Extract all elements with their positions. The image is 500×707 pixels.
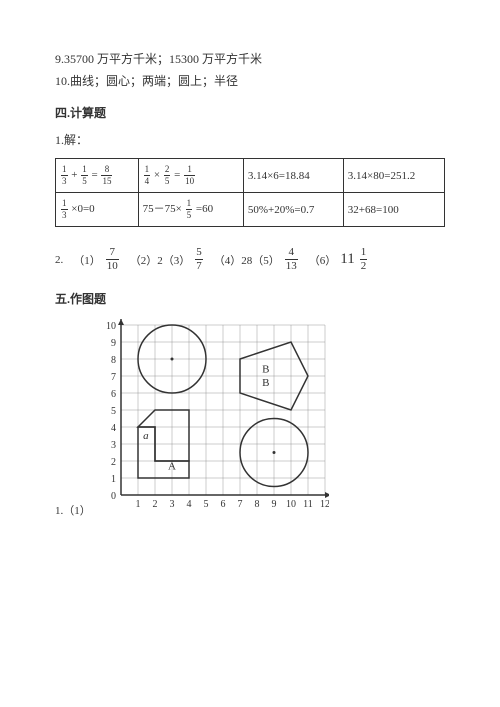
table-row: 13 + 15 = 815 14 × 25 = 110 3.14×6=18.84… [56,159,445,193]
cell-r1c2: 14 × 25 = 110 [138,159,243,193]
table-row: 13 ×0=0 75－75× 15 =60 50%+20%=0.7 32+68=… [56,193,445,227]
q2-part-3: （4）28（5） 413 [214,247,299,272]
q2-part-4: （6） 1112 [309,247,368,272]
svg-text:B: B [262,364,269,376]
svg-text:3: 3 [111,440,116,451]
svg-text:a: a [143,430,149,442]
svg-text:8: 8 [111,355,116,366]
svg-text:7: 7 [111,372,116,383]
svg-text:12: 12 [320,499,329,510]
q1-figure-label: 1.（1） [55,502,91,522]
svg-text:5: 5 [111,406,116,417]
cell-r2c4: 32+68=100 [343,193,444,227]
q2-answers: 2. （1） 710 （2）2（3） 57 （4）28（5） 413 （6） 1… [55,247,445,272]
cell-r2c1: 13 ×0=0 [56,193,139,227]
svg-text:4: 4 [186,499,191,510]
svg-text:7: 7 [237,499,242,510]
svg-text:0: 0 [111,491,116,502]
svg-text:4: 4 [111,423,116,434]
cell-r1c1: 13 + 15 = 815 [56,159,139,193]
svg-text:6: 6 [220,499,225,510]
svg-text:10: 10 [286,499,296,510]
svg-text:B: B [262,377,269,389]
cell-r2c3: 50%+20%=0.7 [243,193,343,227]
calc-table: 13 + 15 = 815 14 × 25 = 110 3.14×6=18.84… [55,158,445,227]
q2-label: 2. [55,254,63,266]
svg-text:9: 9 [271,499,276,510]
section-5-title: 五.作图题 [55,290,445,307]
svg-text:1: 1 [135,499,140,510]
figure-wrap: 1.（1） 012345678910123456789101112AaBB [55,317,445,522]
svg-text:5: 5 [203,499,208,510]
svg-text:8: 8 [254,499,259,510]
q2-part-1: （1） 710 [73,247,120,272]
q2-part-2: （2）2（3） 57 [130,247,204,272]
q1-label: 1.解： [55,131,445,148]
svg-text:A: A [168,461,176,473]
svg-text:11: 11 [303,499,313,510]
grid-figure: 012345678910123456789101112AaBB [99,317,329,522]
svg-text:1: 1 [111,474,116,485]
section-4-title: 四.计算题 [55,104,445,121]
svg-text:2: 2 [152,499,157,510]
answer-line-10: 10.曲线；圆心；两端；圆上；半径 [55,72,445,90]
svg-text:2: 2 [111,457,116,468]
cell-r1c4: 3.14×80=251.2 [343,159,444,193]
answer-line-9: 9.35700 万平方千米；15300 万平方千米 [55,50,445,68]
svg-text:9: 9 [111,338,116,349]
svg-text:10: 10 [106,321,116,332]
cell-r1c3: 3.14×6=18.84 [243,159,343,193]
cell-r2c2: 75－75× 15 =60 [138,193,243,227]
svg-text:3: 3 [169,499,174,510]
svg-text:6: 6 [111,389,116,400]
